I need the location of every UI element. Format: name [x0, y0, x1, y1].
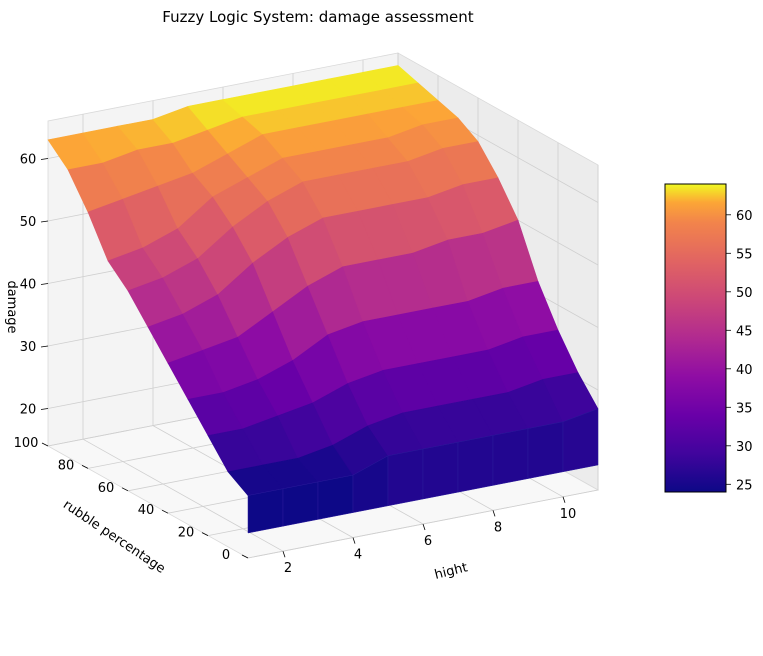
y-tick-label: 80	[58, 458, 75, 473]
chart-title: Fuzzy Logic System: damage assessment	[162, 8, 474, 26]
x-axis-label: hight	[433, 560, 469, 583]
colorbar-tick-label: 40	[736, 363, 753, 378]
y-tick-mark	[41, 442, 49, 447]
surface-front-patch	[422, 441, 459, 500]
x-tick-mark	[282, 551, 286, 558]
colorbar-tick-label: 55	[736, 247, 753, 262]
x-tick-mark	[562, 496, 566, 503]
colorbar-tick-label: 35	[736, 401, 753, 416]
x-tick-label: 6	[424, 534, 432, 549]
z-tick-label: 20	[20, 403, 37, 418]
z-tick-mark	[40, 408, 49, 410]
x-tick-label: 10	[560, 507, 577, 522]
colorbar-tick-label: 25	[736, 478, 753, 493]
y-gridline	[247, 165, 599, 559]
surface-front-patch	[492, 428, 529, 486]
colorbar: 25 30 35 40 45 50 55 60	[664, 183, 753, 493]
y-tick-label: 40	[138, 503, 155, 518]
surface-front-patch	[457, 435, 494, 493]
y-tick-label: 100	[14, 436, 39, 451]
z-tick-mark	[40, 220, 49, 223]
y-tick-mark	[161, 509, 169, 514]
x-tick-mark	[422, 523, 426, 531]
colorbar-gradient	[664, 183, 727, 493]
y-tick-label: 60	[98, 481, 115, 496]
surface-front-patch	[247, 488, 284, 534]
z-tick-label: 40	[20, 278, 37, 293]
surface-front-patch	[387, 448, 424, 507]
z-tick-mark	[40, 158, 49, 160]
z-tick-label: 30	[20, 340, 37, 355]
x-tick-mark	[492, 510, 496, 517]
colorbar-tick-label: 60	[736, 209, 753, 224]
z-tick-mark	[40, 283, 49, 285]
z-axis-label: damage	[4, 280, 19, 333]
z-tick-label: 50	[20, 215, 37, 230]
y-tick-mark	[121, 487, 129, 492]
colorbar-tick-label: 45	[736, 324, 753, 339]
x-tick-label: 8	[494, 520, 502, 535]
surface-front-patch	[527, 421, 564, 479]
y-tick-mark	[81, 465, 89, 469]
x-tick-label: 4	[354, 548, 362, 563]
y-tick-label: 0	[222, 548, 230, 563]
z-tick-mark	[40, 345, 49, 348]
colorbar-tick-label: 30	[736, 440, 753, 455]
y-tick-mark	[201, 532, 209, 536]
y-tick-label: 20	[178, 526, 195, 541]
x-tick-mark	[352, 537, 356, 544]
y-tick-mark	[241, 554, 249, 559]
surface-front-patch	[282, 481, 319, 527]
z-tick-label: 60	[20, 153, 37, 168]
colorbar-tick-label: 50	[736, 286, 753, 301]
surface-front-patch	[317, 474, 354, 520]
surface-plot	[47, 65, 599, 534]
x-tick-label: 2	[284, 561, 292, 576]
surface-front-patch	[562, 408, 599, 473]
